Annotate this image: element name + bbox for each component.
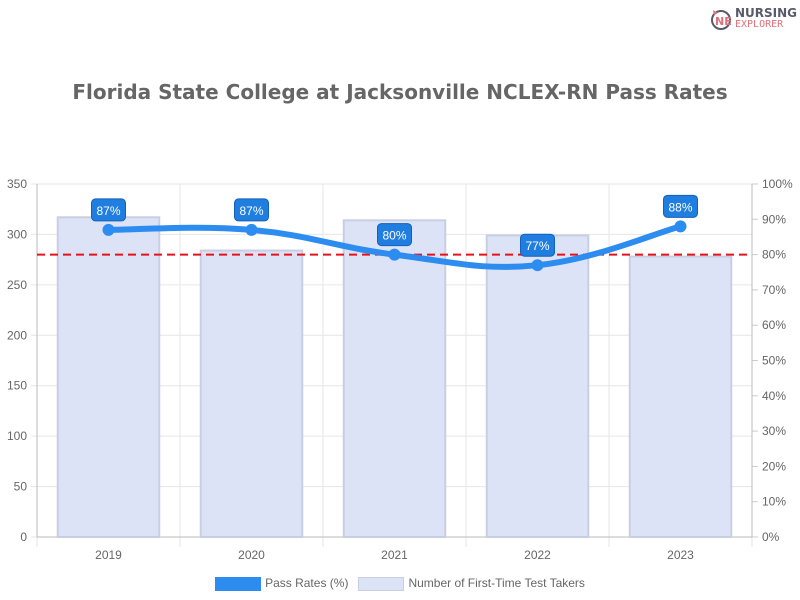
y-left-tick-label: 100: [7, 429, 27, 443]
legend-label: Number of First-Time Test Takers: [408, 576, 585, 590]
y-right-tick-label: 100%: [762, 177, 793, 191]
pass-rate-point: [245, 223, 258, 236]
data-label: 80%: [377, 223, 412, 247]
bar: [56, 216, 161, 538]
data-label: 87%: [91, 198, 126, 222]
data-label-text: 77%: [525, 239, 549, 253]
y-right-tick-label: 20%: [762, 459, 786, 473]
y-right-tick-label: 70%: [762, 283, 786, 297]
data-label-box: [234, 198, 269, 222]
pass-rate-point: [388, 248, 401, 261]
y-right-tick-label: 50%: [762, 354, 786, 368]
y-right-tick-label: 40%: [762, 389, 786, 403]
x-tick-label: 2022: [524, 548, 551, 562]
y-right-tick-label: 0%: [762, 530, 780, 544]
chart-title: Florida State College at Jacksonville NC…: [72, 80, 728, 104]
data-label: 87%: [234, 198, 269, 222]
legend-label: Pass Rates (%): [265, 576, 349, 590]
legend-swatch-bar: [358, 576, 405, 591]
data-label-text: 87%: [96, 204, 120, 218]
data-label-text: 88%: [668, 200, 692, 214]
y-left-tick-label: 350: [7, 177, 27, 191]
y-right-tick-label: 30%: [762, 424, 786, 438]
data-label-text: 80%: [382, 229, 406, 243]
data-label-box: [663, 194, 698, 218]
legend-swatch-line: [215, 576, 262, 591]
x-tick-label: 2023: [667, 548, 694, 562]
data-label-box: [520, 233, 555, 257]
legend-item-pass-rates[interactable]: Pass Rates (%): [215, 576, 348, 591]
y-right-tick-label: 10%: [762, 495, 786, 509]
y-left-tick-label: 300: [7, 227, 27, 241]
y-left-tick-label: 150: [7, 379, 27, 393]
x-tick-label: 2021: [381, 548, 408, 562]
bar: [485, 234, 590, 539]
logo-line-2: EXPLORER: [735, 19, 784, 30]
logo: NE NURSING EXPLORER: [710, 6, 798, 30]
logo-line-1: NURSING: [735, 6, 798, 20]
y-right-tick-label: 60%: [762, 318, 786, 332]
pass-rate-point: [102, 223, 115, 236]
data-label-box: [377, 223, 412, 247]
y-left-tick-label: 250: [7, 278, 27, 292]
y-right-tick-label: 80%: [762, 248, 786, 262]
y-right-tick-label: 90%: [762, 212, 786, 226]
x-tick-label: 2019: [95, 548, 122, 562]
bar: [628, 255, 733, 538]
pass-rate-point: [674, 220, 687, 233]
y-left-tick-label: 0: [20, 530, 27, 544]
nursing-explorer-logo-icon: NE: [711, 10, 732, 30]
data-label: 88%: [663, 194, 698, 218]
y-left-tick-label: 200: [7, 328, 27, 342]
legend-item-test-takers[interactable]: Number of First-Time Test Takers: [358, 576, 585, 591]
x-tick-label: 2020: [238, 548, 265, 562]
data-label: 77%: [520, 233, 555, 257]
y-left-tick-label: 50: [14, 480, 28, 494]
bar: [199, 249, 304, 539]
bar: [342, 219, 447, 539]
svg-text:NE: NE: [715, 15, 732, 28]
legend: Pass Rates (%) Number of First-Time Test…: [0, 576, 800, 591]
data-label-text: 87%: [239, 204, 263, 218]
data-label-box: [91, 198, 126, 222]
pass-rate-point: [531, 259, 544, 272]
